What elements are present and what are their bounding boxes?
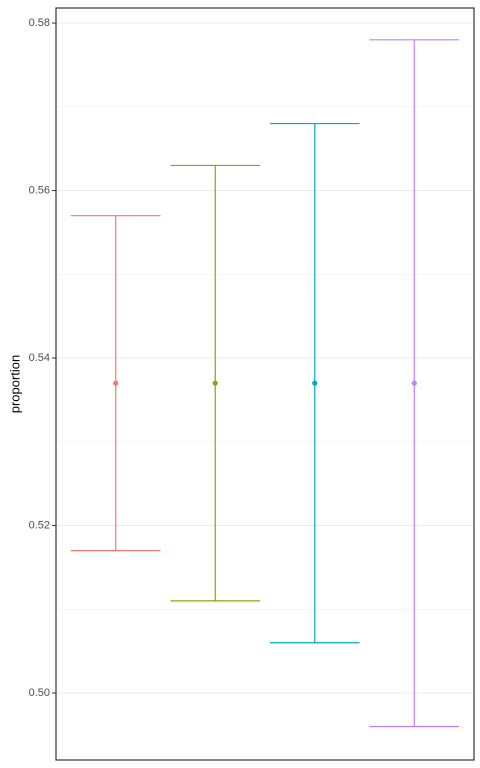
panel-border (55, 7, 475, 761)
point (113, 380, 119, 386)
point (212, 380, 218, 386)
y-tick-label: 0.56 (29, 184, 50, 196)
y-tick-label: 0.52 (29, 519, 50, 531)
y-tick-label: 0.58 (29, 17, 50, 29)
y-tick-label: 0.50 (29, 687, 50, 699)
point (312, 380, 318, 386)
point (411, 380, 417, 386)
y-tick-label: 0.54 (29, 352, 50, 364)
y-axis-title: proportion (7, 355, 22, 414)
